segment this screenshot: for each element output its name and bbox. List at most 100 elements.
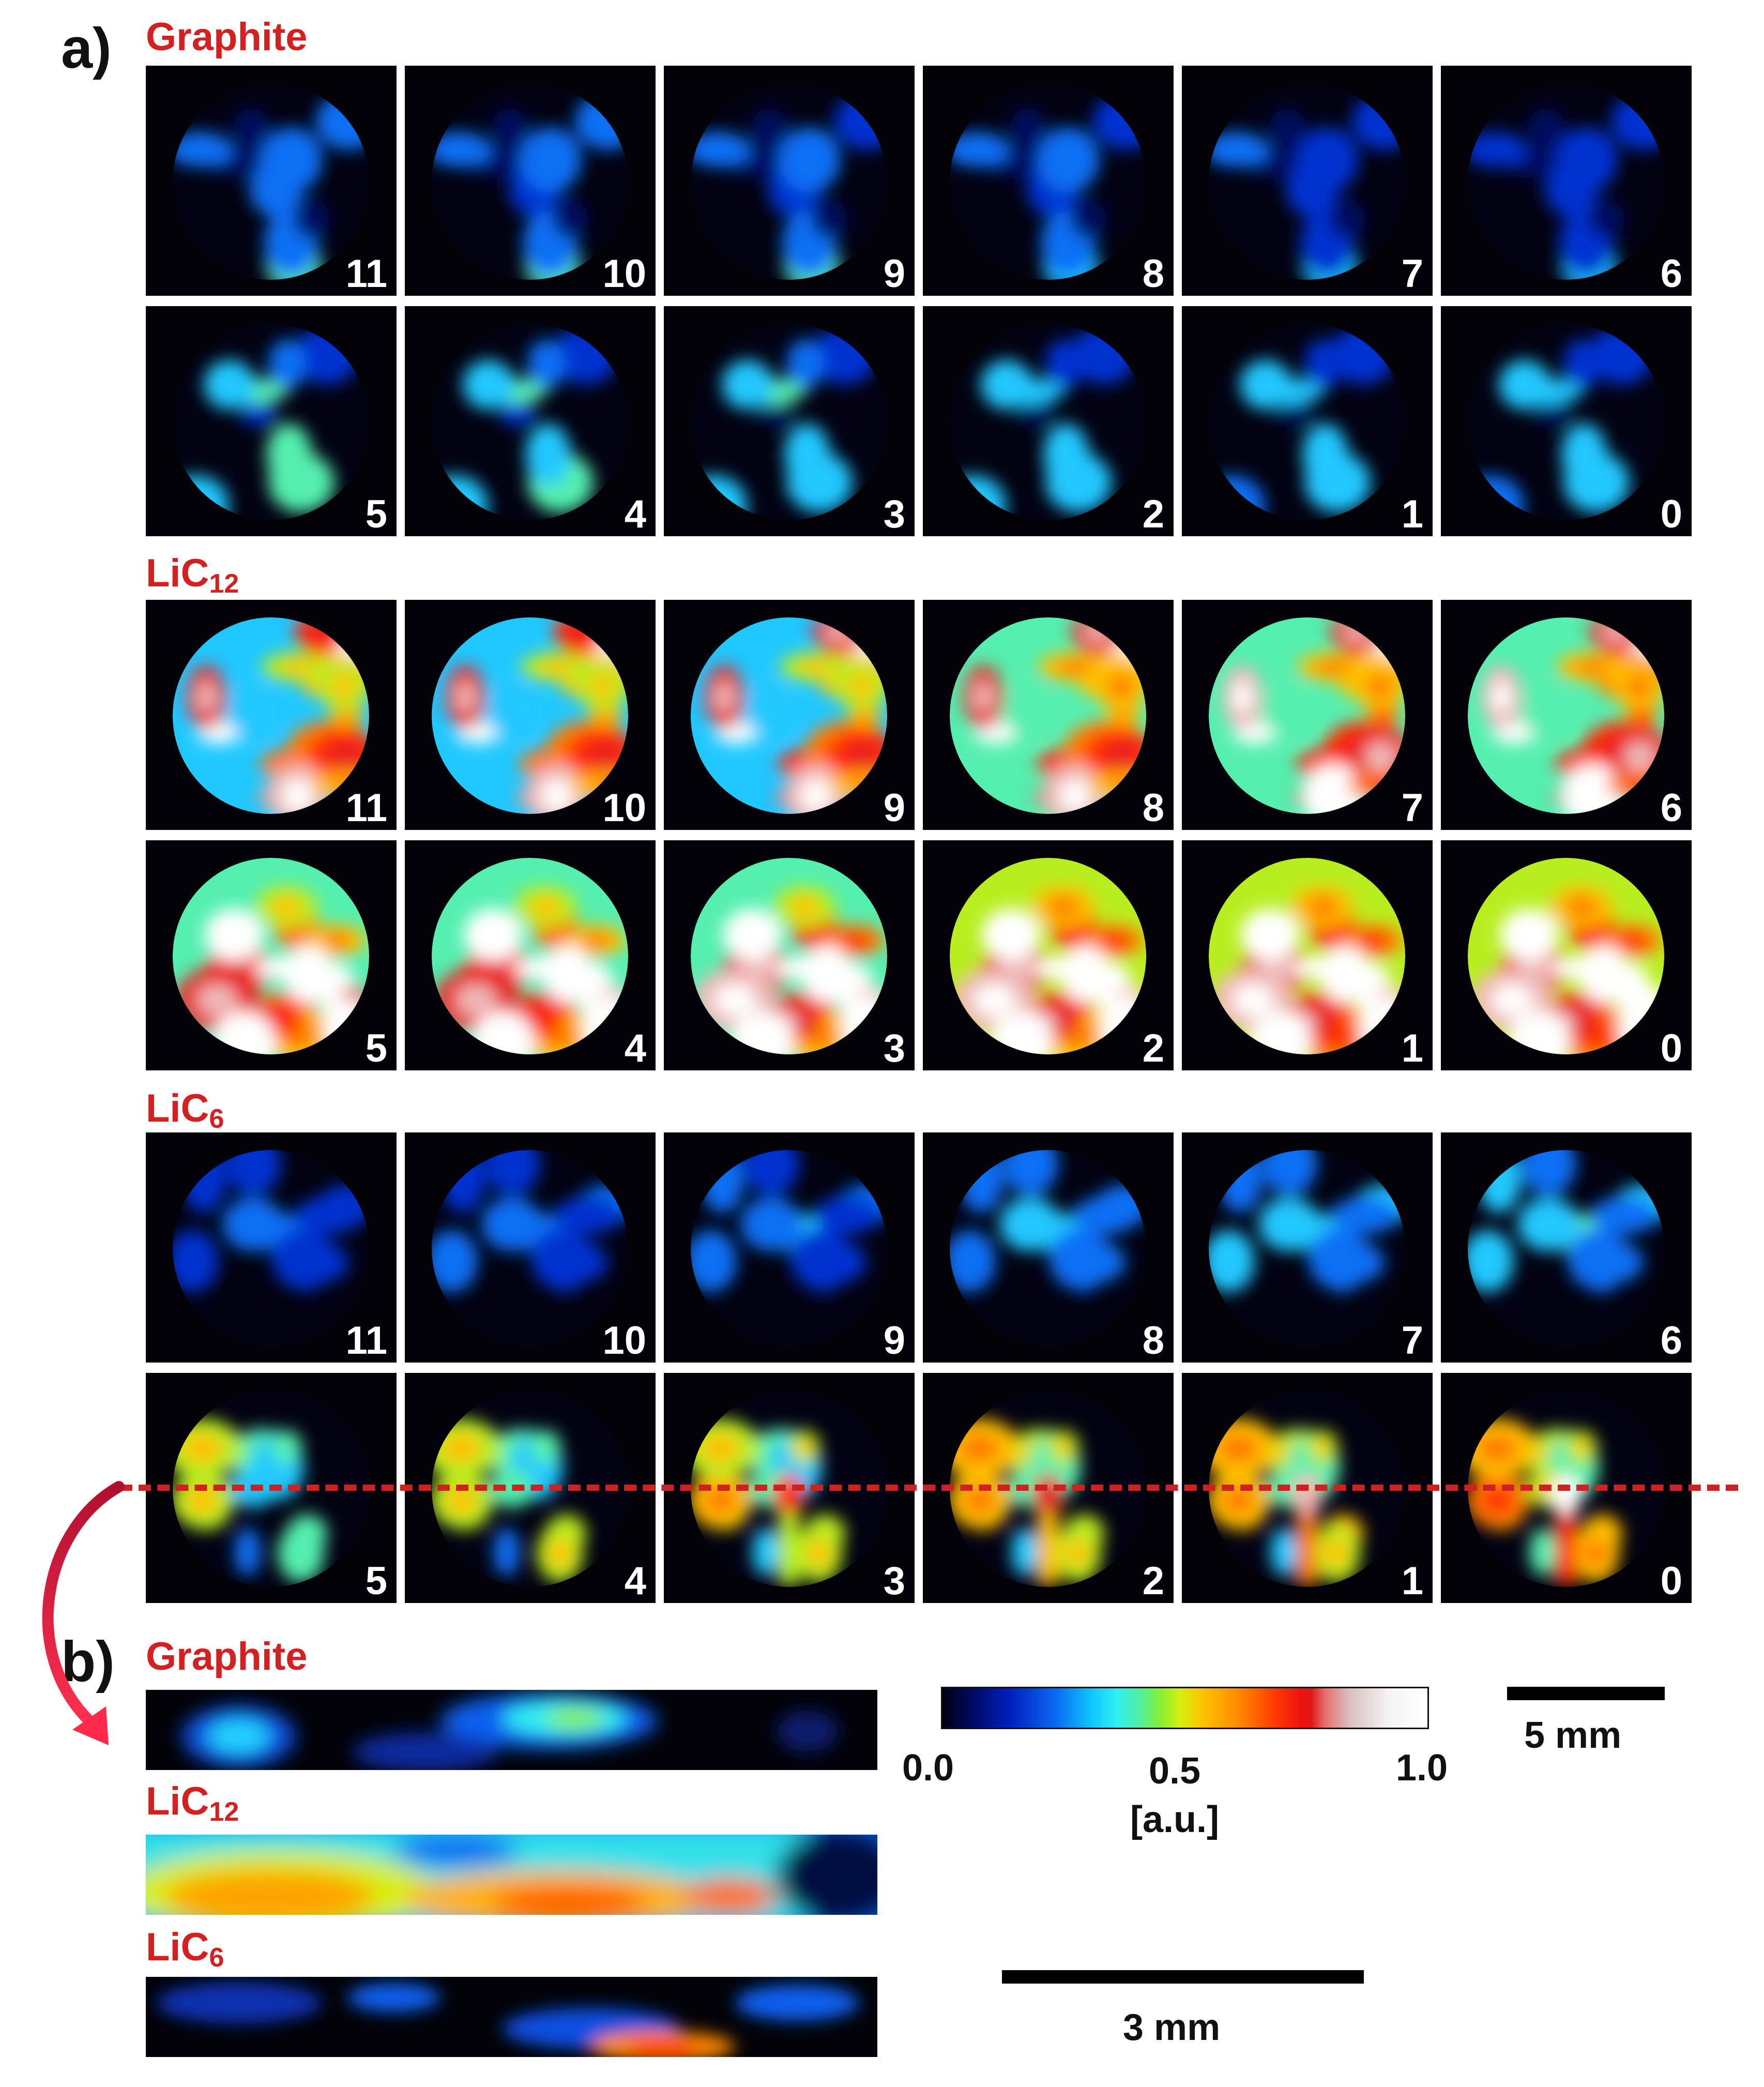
slice-tile: 10 [405, 600, 656, 830]
slice-index-label: 8 [1142, 1319, 1164, 1363]
slice-heatmap [173, 858, 369, 1054]
slice-heatmap [173, 1150, 369, 1347]
slice-tile: 2 [923, 306, 1174, 536]
slice-index-label: 3 [883, 1559, 905, 1603]
scalebar-5mm-label: 5 mm [1524, 1715, 1622, 1756]
slice-heatmap [950, 617, 1146, 814]
slice-index-label: 2 [1142, 1559, 1164, 1603]
colorbar [941, 1687, 1429, 1729]
colorbar-tick-mid: 0.5 [1149, 1750, 1201, 1792]
slice-heatmap [432, 1150, 628, 1347]
slice-tile: 8 [923, 600, 1174, 830]
slice-index-label: 6 [1660, 252, 1682, 296]
slice-index-label: 1 [1401, 1026, 1423, 1070]
slice-tile: 0 [1441, 306, 1692, 536]
colorbar-tick-min: 0.0 [902, 1747, 954, 1789]
slice-heatmap [691, 617, 887, 814]
slice-index-label: 3 [883, 492, 905, 536]
slice-index-label: 9 [883, 252, 905, 296]
slice-tile: 7 [1182, 66, 1433, 296]
slice-index-label: 4 [624, 492, 646, 536]
slice-heatmap [173, 617, 369, 814]
slice-index-label: 0 [1660, 1559, 1682, 1603]
slice-heatmap [691, 858, 887, 1054]
slice-heatmap [1209, 324, 1405, 520]
slice-heatmap [1468, 1150, 1664, 1347]
slice-tile: 7 [1182, 600, 1433, 830]
slice-index-label: 9 [883, 786, 905, 830]
slice-tile: 1 [1182, 306, 1433, 536]
slice-index-label: 5 [365, 1559, 387, 1603]
scalebar-3mm [1002, 1970, 1364, 1984]
slice-tile: 9 [664, 600, 915, 830]
slice-tile: 3 [664, 840, 915, 1070]
slice-tile: 6 [1441, 600, 1692, 830]
slice-index-label: 11 [345, 1319, 387, 1363]
slice-tile: 8 [923, 1132, 1174, 1363]
cross-section-strip-lic12 [146, 1835, 877, 1915]
slice-heatmap [691, 83, 887, 280]
slice-tile: 4 [405, 306, 656, 536]
slice-index-label: 9 [883, 1319, 905, 1363]
cross-section-cut-line [120, 1485, 1738, 1491]
slice-heatmap [432, 858, 628, 1054]
slice-index-label: 10 [602, 1319, 646, 1363]
section-title-lic6: LiC6 [146, 1086, 224, 1134]
slice-heatmap [173, 83, 369, 280]
slice-index-label: 6 [1660, 786, 1682, 830]
slice-index-label: 7 [1401, 1319, 1423, 1363]
slice-heatmap [432, 617, 628, 814]
slice-index-label: 7 [1401, 252, 1423, 296]
slice-heatmap [1209, 617, 1405, 814]
slice-tile: 9 [664, 1132, 915, 1363]
slice-tile: 9 [664, 66, 915, 296]
slice-tile: 10 [405, 66, 656, 296]
slice-heatmap [1468, 324, 1664, 520]
slice-tile: 5 [146, 306, 397, 536]
slice-tile: 10 [405, 1132, 656, 1363]
colorbar-tick-max: 1.0 [1396, 1747, 1448, 1789]
slice-tile: 11 [146, 66, 397, 296]
slice-heatmap [950, 1150, 1146, 1347]
slice-tile: 8 [923, 66, 1174, 296]
cross-section-strip-lic6 [146, 1977, 877, 2057]
slice-heatmap [1468, 83, 1664, 280]
scalebar-5mm [1507, 1687, 1665, 1700]
slice-tile: 11 [146, 1132, 397, 1363]
colorbar-unit-label: [a.u.] [1130, 1799, 1219, 1840]
section-title-lic12: LiC12 [146, 551, 239, 599]
slice-index-label: 8 [1142, 786, 1164, 830]
slice-index-label: 0 [1660, 1026, 1682, 1070]
slice-heatmap [1209, 83, 1405, 280]
slice-index-label: 6 [1660, 1319, 1682, 1363]
slice-index-label: 11 [345, 252, 387, 296]
slice-tile: 4 [405, 840, 656, 1070]
slice-heatmap [1468, 858, 1664, 1054]
cross-section-strip-graphite [146, 1690, 877, 1770]
slice-index-label: 10 [602, 786, 646, 830]
strip-title-lic12: LiC12 [146, 1779, 239, 1827]
slice-heatmap [950, 858, 1146, 1054]
slice-tile: 2 [923, 840, 1174, 1070]
slice-index-label: 5 [365, 1026, 387, 1070]
slice-index-label: 0 [1660, 492, 1682, 536]
slice-tile: 0 [1441, 840, 1692, 1070]
slice-index-label: 1 [1401, 492, 1423, 536]
slice-tile: 1 [1182, 840, 1433, 1070]
slice-heatmap [1468, 617, 1664, 814]
scalebar-3mm-label: 3 mm [1123, 2007, 1221, 2048]
slice-index-label: 1 [1401, 1559, 1423, 1603]
slice-index-label: 2 [1142, 492, 1164, 536]
slice-index-label: 2 [1142, 1026, 1164, 1070]
slice-heatmap [1209, 858, 1405, 1054]
slice-heatmap [432, 324, 628, 520]
slice-heatmap [173, 324, 369, 520]
slice-heatmap [950, 83, 1146, 280]
slice-tile: 11 [146, 600, 397, 830]
slice-index-label: 4 [624, 1026, 646, 1070]
slice-index-label: 10 [602, 252, 646, 296]
section-title-graphite: Graphite [146, 15, 308, 59]
slice-tile: 5 [146, 840, 397, 1070]
slice-index-label: 5 [365, 492, 387, 536]
slice-heatmap [950, 324, 1146, 520]
